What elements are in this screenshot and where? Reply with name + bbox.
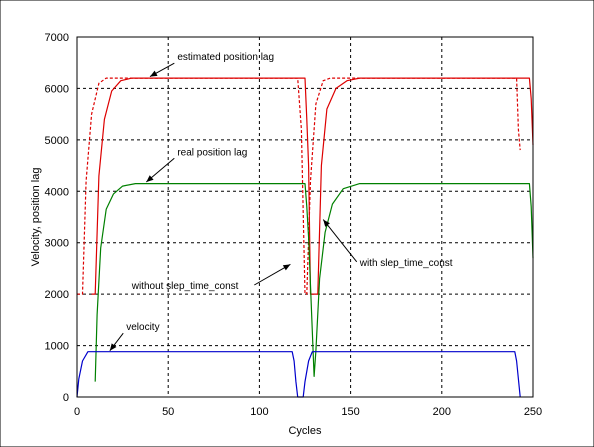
annotation-label: real position lag	[177, 147, 247, 158]
annotation-arrowhead	[109, 343, 117, 351]
y-tick-label: 4000	[45, 186, 69, 198]
plot-frame	[76, 36, 534, 398]
annotation-label: without slep_time_const	[131, 281, 239, 292]
y-tick-label: 7000	[45, 32, 69, 44]
annotation-arrow-line	[322, 219, 358, 263]
series-line-3	[94, 183, 534, 382]
annotations: estimated position lag real position lag w…	[109, 52, 453, 352]
y-tick-label: 0	[63, 392, 69, 404]
annotation-arrowhead	[282, 264, 291, 271]
x-tick-label: 150	[341, 406, 359, 418]
y-tick-label: 1000	[45, 341, 69, 353]
annotation-arrowhead	[146, 175, 154, 183]
x-axis-label: Cycles	[288, 425, 322, 437]
y-tick-label: 3000	[45, 238, 69, 250]
x-tick-label: 250	[524, 406, 542, 418]
y-tick-label: 6000	[45, 83, 69, 95]
x-tick-label: 0	[74, 406, 80, 418]
y-tick-label: 5000	[45, 135, 69, 147]
annotation-arrowhead	[323, 219, 330, 227]
y-tick-label: 2000	[45, 289, 69, 301]
series-line-2	[91, 77, 534, 295]
x-tick-label: 50	[162, 406, 174, 418]
annotation-label: estimated position lag	[177, 52, 274, 63]
annotation-label: with slep_time_const	[359, 258, 453, 269]
tick-labels: 0 50 100 150 200 250 0 1000 2000 3000 4000 5000 6000…	[45, 32, 543, 418]
annotation-label: velocity	[126, 322, 159, 333]
annotation-arrowhead	[149, 70, 158, 77]
x-tick-label: 100	[250, 406, 268, 418]
x-tick-label: 200	[433, 406, 451, 418]
y-axis-label: Velocity, position lag	[30, 168, 42, 267]
